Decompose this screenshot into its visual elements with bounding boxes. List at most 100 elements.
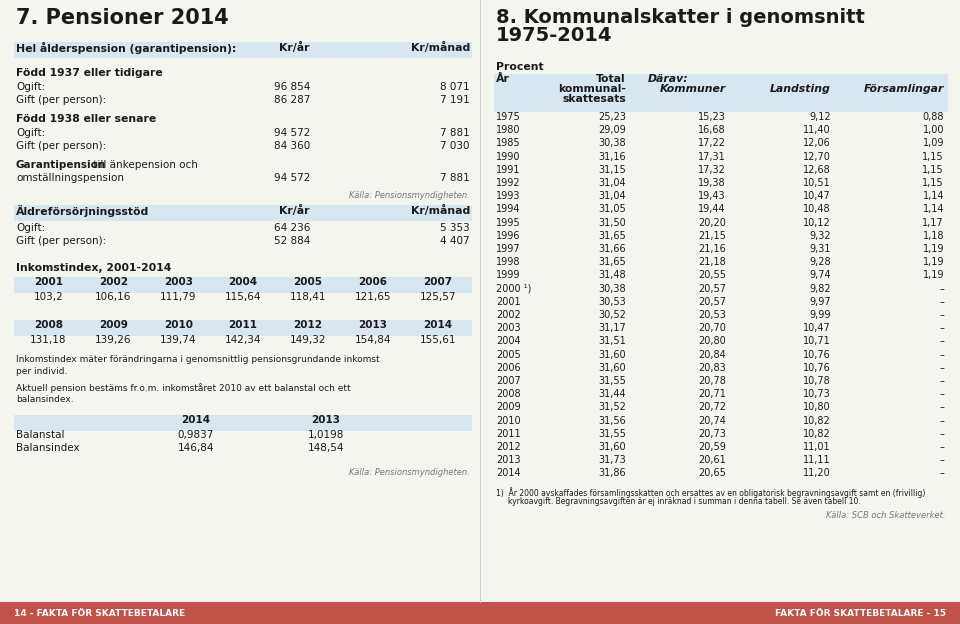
Text: 86 287: 86 287 xyxy=(274,95,310,105)
Text: Källa: Pensionsmyndigheten.: Källa: Pensionsmyndigheten. xyxy=(349,468,470,477)
Text: 2004: 2004 xyxy=(228,277,257,287)
Text: 10,82: 10,82 xyxy=(804,416,831,426)
Text: År: År xyxy=(496,74,510,84)
Text: Kr/månad: Kr/månad xyxy=(411,42,470,53)
Text: 1975-2014: 1975-2014 xyxy=(496,26,612,45)
Text: 21,16: 21,16 xyxy=(698,244,726,254)
Text: 9,99: 9,99 xyxy=(809,310,831,320)
Text: 11,20: 11,20 xyxy=(804,469,831,479)
Text: 1996: 1996 xyxy=(496,231,520,241)
Text: Aktuell pension bestäms fr.o.m. inkomståret 2010 av ett balanstal och ett: Aktuell pension bestäms fr.o.m. inkomstå… xyxy=(16,383,350,393)
Text: –: – xyxy=(939,297,944,307)
Text: 20,59: 20,59 xyxy=(698,442,726,452)
Text: –: – xyxy=(939,376,944,386)
Text: Kr/år: Kr/år xyxy=(279,205,310,216)
Text: Född 1937 eller tidigare: Född 1937 eller tidigare xyxy=(16,68,163,78)
Text: 1,19: 1,19 xyxy=(923,257,944,267)
Text: 12,06: 12,06 xyxy=(804,139,831,149)
Text: 10,12: 10,12 xyxy=(804,218,831,228)
Text: 7 881: 7 881 xyxy=(441,173,470,183)
Text: 1992: 1992 xyxy=(496,178,520,188)
Text: Inkomstindex, 2001-2014: Inkomstindex, 2001-2014 xyxy=(16,263,172,273)
Text: 2001: 2001 xyxy=(496,297,520,307)
Text: Församlingar: Församlingar xyxy=(864,84,944,94)
Text: 52 884: 52 884 xyxy=(274,236,310,246)
Text: 5 353: 5 353 xyxy=(441,223,470,233)
Text: 9,74: 9,74 xyxy=(809,270,831,280)
Text: 31,60: 31,60 xyxy=(598,363,626,373)
Text: Gift (per person):: Gift (per person): xyxy=(16,141,107,151)
Text: 8 071: 8 071 xyxy=(441,82,470,92)
Text: 7. Pensioner 2014: 7. Pensioner 2014 xyxy=(16,8,228,28)
Text: 17,32: 17,32 xyxy=(698,165,726,175)
Text: 1,00: 1,00 xyxy=(923,125,944,135)
Text: –: – xyxy=(939,429,944,439)
Text: 111,79: 111,79 xyxy=(160,292,197,302)
Text: kyrkoavgift. Begravningsavgiften är ej inräknad i summan i denna tabell. Se även: kyrkoavgift. Begravningsavgiften är ej i… xyxy=(496,497,861,505)
Text: –: – xyxy=(939,336,944,346)
Text: 31,51: 31,51 xyxy=(598,336,626,346)
Text: –: – xyxy=(939,349,944,359)
Text: 1,14: 1,14 xyxy=(923,191,944,201)
Text: Balanstal: Balanstal xyxy=(16,430,64,440)
Text: 19,38: 19,38 xyxy=(698,178,726,188)
Text: 2009: 2009 xyxy=(496,402,520,412)
Text: 2014: 2014 xyxy=(181,415,210,425)
Text: 2013: 2013 xyxy=(358,320,387,330)
Text: 1994: 1994 xyxy=(496,205,520,215)
Text: 31,55: 31,55 xyxy=(598,429,626,439)
Text: Därav:: Därav: xyxy=(648,74,688,84)
Text: omställningspension: omställningspension xyxy=(16,173,124,183)
Text: 1,0198: 1,0198 xyxy=(308,430,345,440)
Text: 7 881: 7 881 xyxy=(441,128,470,138)
Text: 1998: 1998 xyxy=(496,257,520,267)
Text: 146,84: 146,84 xyxy=(178,443,214,453)
Text: 29,09: 29,09 xyxy=(598,125,626,135)
Text: 31,65: 31,65 xyxy=(598,257,626,267)
Text: 139,74: 139,74 xyxy=(160,335,197,345)
Text: 1,19: 1,19 xyxy=(923,270,944,280)
Text: 121,65: 121,65 xyxy=(354,292,391,302)
Text: 17,22: 17,22 xyxy=(698,139,726,149)
Text: 2010: 2010 xyxy=(496,416,520,426)
Text: Ogift:: Ogift: xyxy=(16,223,45,233)
Text: 9,12: 9,12 xyxy=(809,112,831,122)
Text: 14 - FAKTA FÖR SKATTEBETALARE: 14 - FAKTA FÖR SKATTEBETALARE xyxy=(14,608,185,618)
Text: –: – xyxy=(939,323,944,333)
Text: 2003: 2003 xyxy=(496,323,520,333)
Text: –: – xyxy=(939,363,944,373)
Text: 10,48: 10,48 xyxy=(804,205,831,215)
Text: balansindex.: balansindex. xyxy=(16,395,74,404)
Text: 2011: 2011 xyxy=(496,429,520,439)
Text: 15,23: 15,23 xyxy=(698,112,726,122)
Text: 31,86: 31,86 xyxy=(598,469,626,479)
Text: 10,47: 10,47 xyxy=(804,191,831,201)
Text: 20,57: 20,57 xyxy=(698,297,726,307)
Text: 20,71: 20,71 xyxy=(698,389,726,399)
Text: 21,15: 21,15 xyxy=(698,231,726,241)
Text: –: – xyxy=(939,389,944,399)
Text: FAKTA FÖR SKATTEBETALARE - 15: FAKTA FÖR SKATTEBETALARE - 15 xyxy=(775,608,946,618)
Text: 1,15: 1,15 xyxy=(923,165,944,175)
Text: 1,19: 1,19 xyxy=(923,244,944,254)
Text: 1995: 1995 xyxy=(496,218,520,228)
Text: 149,32: 149,32 xyxy=(290,335,326,345)
Text: 1990: 1990 xyxy=(496,152,520,162)
Text: 31,56: 31,56 xyxy=(598,416,626,426)
Text: 25,23: 25,23 xyxy=(598,112,626,122)
Text: 84 360: 84 360 xyxy=(274,141,310,151)
Text: 10,78: 10,78 xyxy=(804,376,831,386)
Text: 2008: 2008 xyxy=(34,320,63,330)
Text: 131,18: 131,18 xyxy=(30,335,66,345)
Text: 20,70: 20,70 xyxy=(698,323,726,333)
Text: 19,43: 19,43 xyxy=(698,191,726,201)
FancyBboxPatch shape xyxy=(14,42,472,58)
Text: 139,26: 139,26 xyxy=(95,335,132,345)
Text: 31,52: 31,52 xyxy=(598,402,626,412)
Text: 10,51: 10,51 xyxy=(804,178,831,188)
Text: 31,44: 31,44 xyxy=(598,389,626,399)
Text: 31,48: 31,48 xyxy=(598,270,626,280)
Text: 31,17: 31,17 xyxy=(598,323,626,333)
Text: Gift (per person):: Gift (per person): xyxy=(16,236,107,246)
Text: 8. Kommunalskatter i genomsnitt: 8. Kommunalskatter i genomsnitt xyxy=(496,8,865,27)
